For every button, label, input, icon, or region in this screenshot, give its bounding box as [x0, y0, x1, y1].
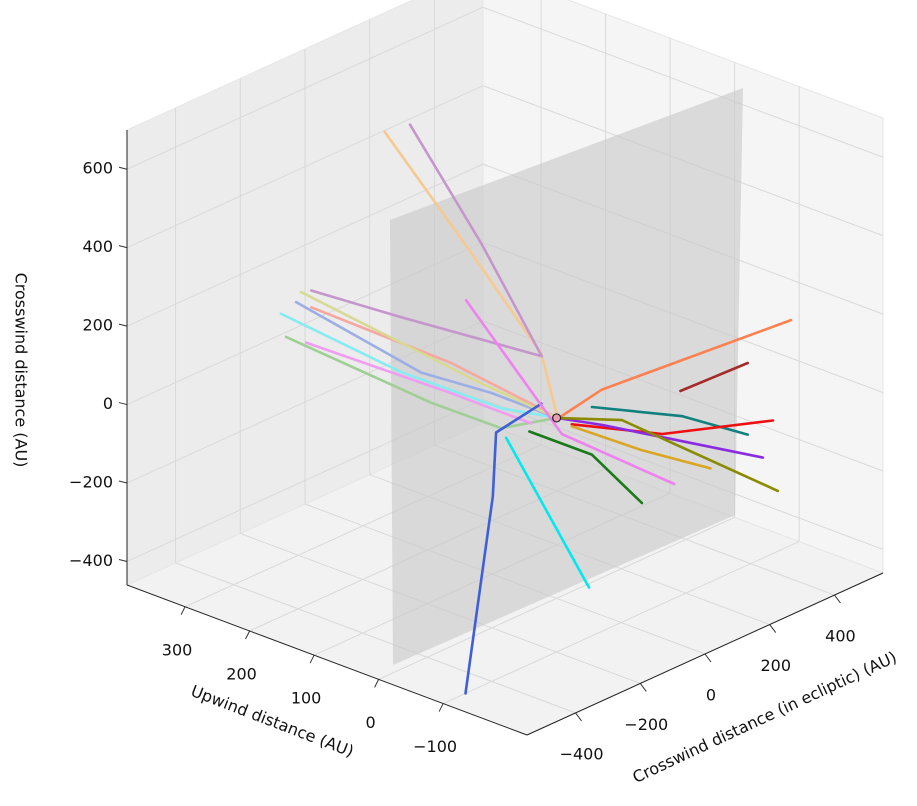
grid-line [175, 562, 576, 714]
z-tick-label: 400 [82, 237, 113, 256]
x-tick [245, 630, 251, 640]
z-tick [118, 558, 128, 562]
y-tick [575, 712, 582, 722]
z-tick-label: −200 [69, 473, 113, 492]
trajectory [464, 402, 543, 695]
grid-line [126, 163, 484, 327]
trajectory [299, 290, 558, 420]
z-tick [118, 402, 128, 406]
y-tick-label: 400 [825, 627, 856, 646]
trajectory [679, 361, 749, 393]
trajectory [570, 419, 775, 436]
grid-line [482, 6, 884, 158]
trajectory [555, 416, 780, 493]
x-tick [309, 654, 315, 664]
trajectories [279, 123, 793, 695]
y-tick [834, 594, 841, 604]
x-tick-label: 0 [366, 713, 376, 732]
y-tick-label: 200 [760, 656, 791, 675]
reference-plane [390, 88, 743, 665]
z-tick-label: 0 [103, 394, 113, 413]
origin-marker [552, 413, 562, 423]
y-tick [639, 683, 647, 692]
z-tick [118, 166, 128, 170]
x-tick [438, 703, 444, 712]
trajectory [504, 436, 591, 589]
x-axis-label: Upwind distance (AU) [188, 681, 356, 761]
x-tick-label: 200 [226, 664, 257, 683]
trajectory [590, 405, 749, 436]
y-tick [704, 653, 712, 663]
trajectory [383, 130, 558, 416]
trajectory [310, 123, 544, 358]
x-tick [374, 679, 380, 688]
y-tick-label: −200 [624, 715, 668, 734]
trajectory [555, 416, 765, 459]
z-tick [118, 245, 128, 249]
y-axis-line [526, 572, 884, 736]
trajectory [528, 430, 644, 505]
z-tick [118, 323, 128, 327]
trajectory [560, 318, 793, 418]
z-tick [118, 480, 128, 484]
trajectory [304, 341, 533, 425]
y-tick [769, 624, 777, 633]
z-tick-label: −400 [69, 551, 113, 570]
x-tick-label: −100 [413, 737, 457, 756]
y-tick-label: −400 [560, 744, 604, 763]
trajectory [570, 425, 712, 470]
grid-line [126, 85, 484, 249]
x-axis-line [126, 584, 528, 736]
x-tick-label: 100 [291, 689, 322, 708]
z-tick-label: 600 [82, 159, 113, 178]
x-tick-label: 300 [162, 640, 193, 659]
trajectory [464, 299, 676, 486]
x-tick [180, 606, 186, 615]
z-axis-label: Crosswind distance (AU) [12, 273, 31, 468]
y-tick-label: 0 [706, 686, 716, 705]
z-tick-label: 200 [82, 316, 113, 335]
trajectory [294, 300, 558, 420]
grid-line [126, 6, 484, 170]
